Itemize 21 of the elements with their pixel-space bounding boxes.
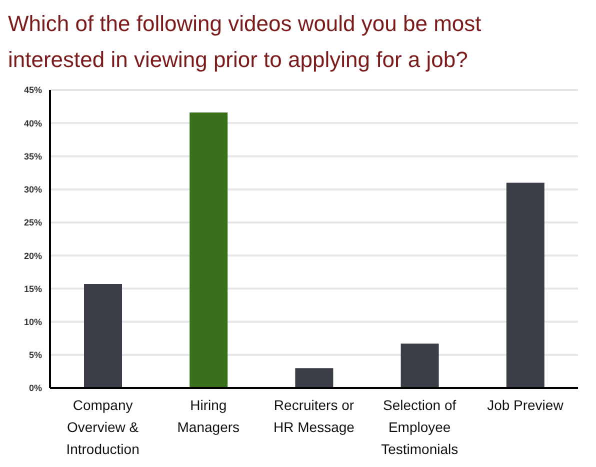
y-tick-label: 35%	[24, 151, 42, 162]
y-tick-label: 0%	[28, 383, 42, 394]
bar	[190, 112, 228, 388]
bar	[84, 284, 122, 388]
x-tick-label: Job Preview	[487, 396, 564, 413]
y-tick-label: 15%	[24, 284, 42, 294]
x-tick-label: Company Overview & Introduction	[66, 396, 140, 457]
y-tick-label: 10%	[24, 316, 42, 327]
y-tick-label: 40%	[24, 118, 42, 128]
x-tick-label: Recruiters or HR Message	[274, 396, 355, 435]
y-tick-label: 25%	[24, 218, 42, 228]
y-tick-label: 5%	[28, 350, 42, 360]
bar	[295, 368, 334, 388]
chart-title: Which of the following videos would you be most interested in viewing prior to applying for a job?	[8, 10, 482, 74]
bar	[506, 182, 544, 388]
y-tick-label: 30%	[24, 184, 42, 195]
bar	[400, 344, 439, 388]
x-tick-label: Selection of Employee Testimonials	[381, 396, 458, 457]
y-tick-label: 20%	[24, 250, 42, 261]
x-tick-label: Hiring Managers	[177, 396, 240, 435]
y-tick-label: 45%	[24, 85, 42, 96]
